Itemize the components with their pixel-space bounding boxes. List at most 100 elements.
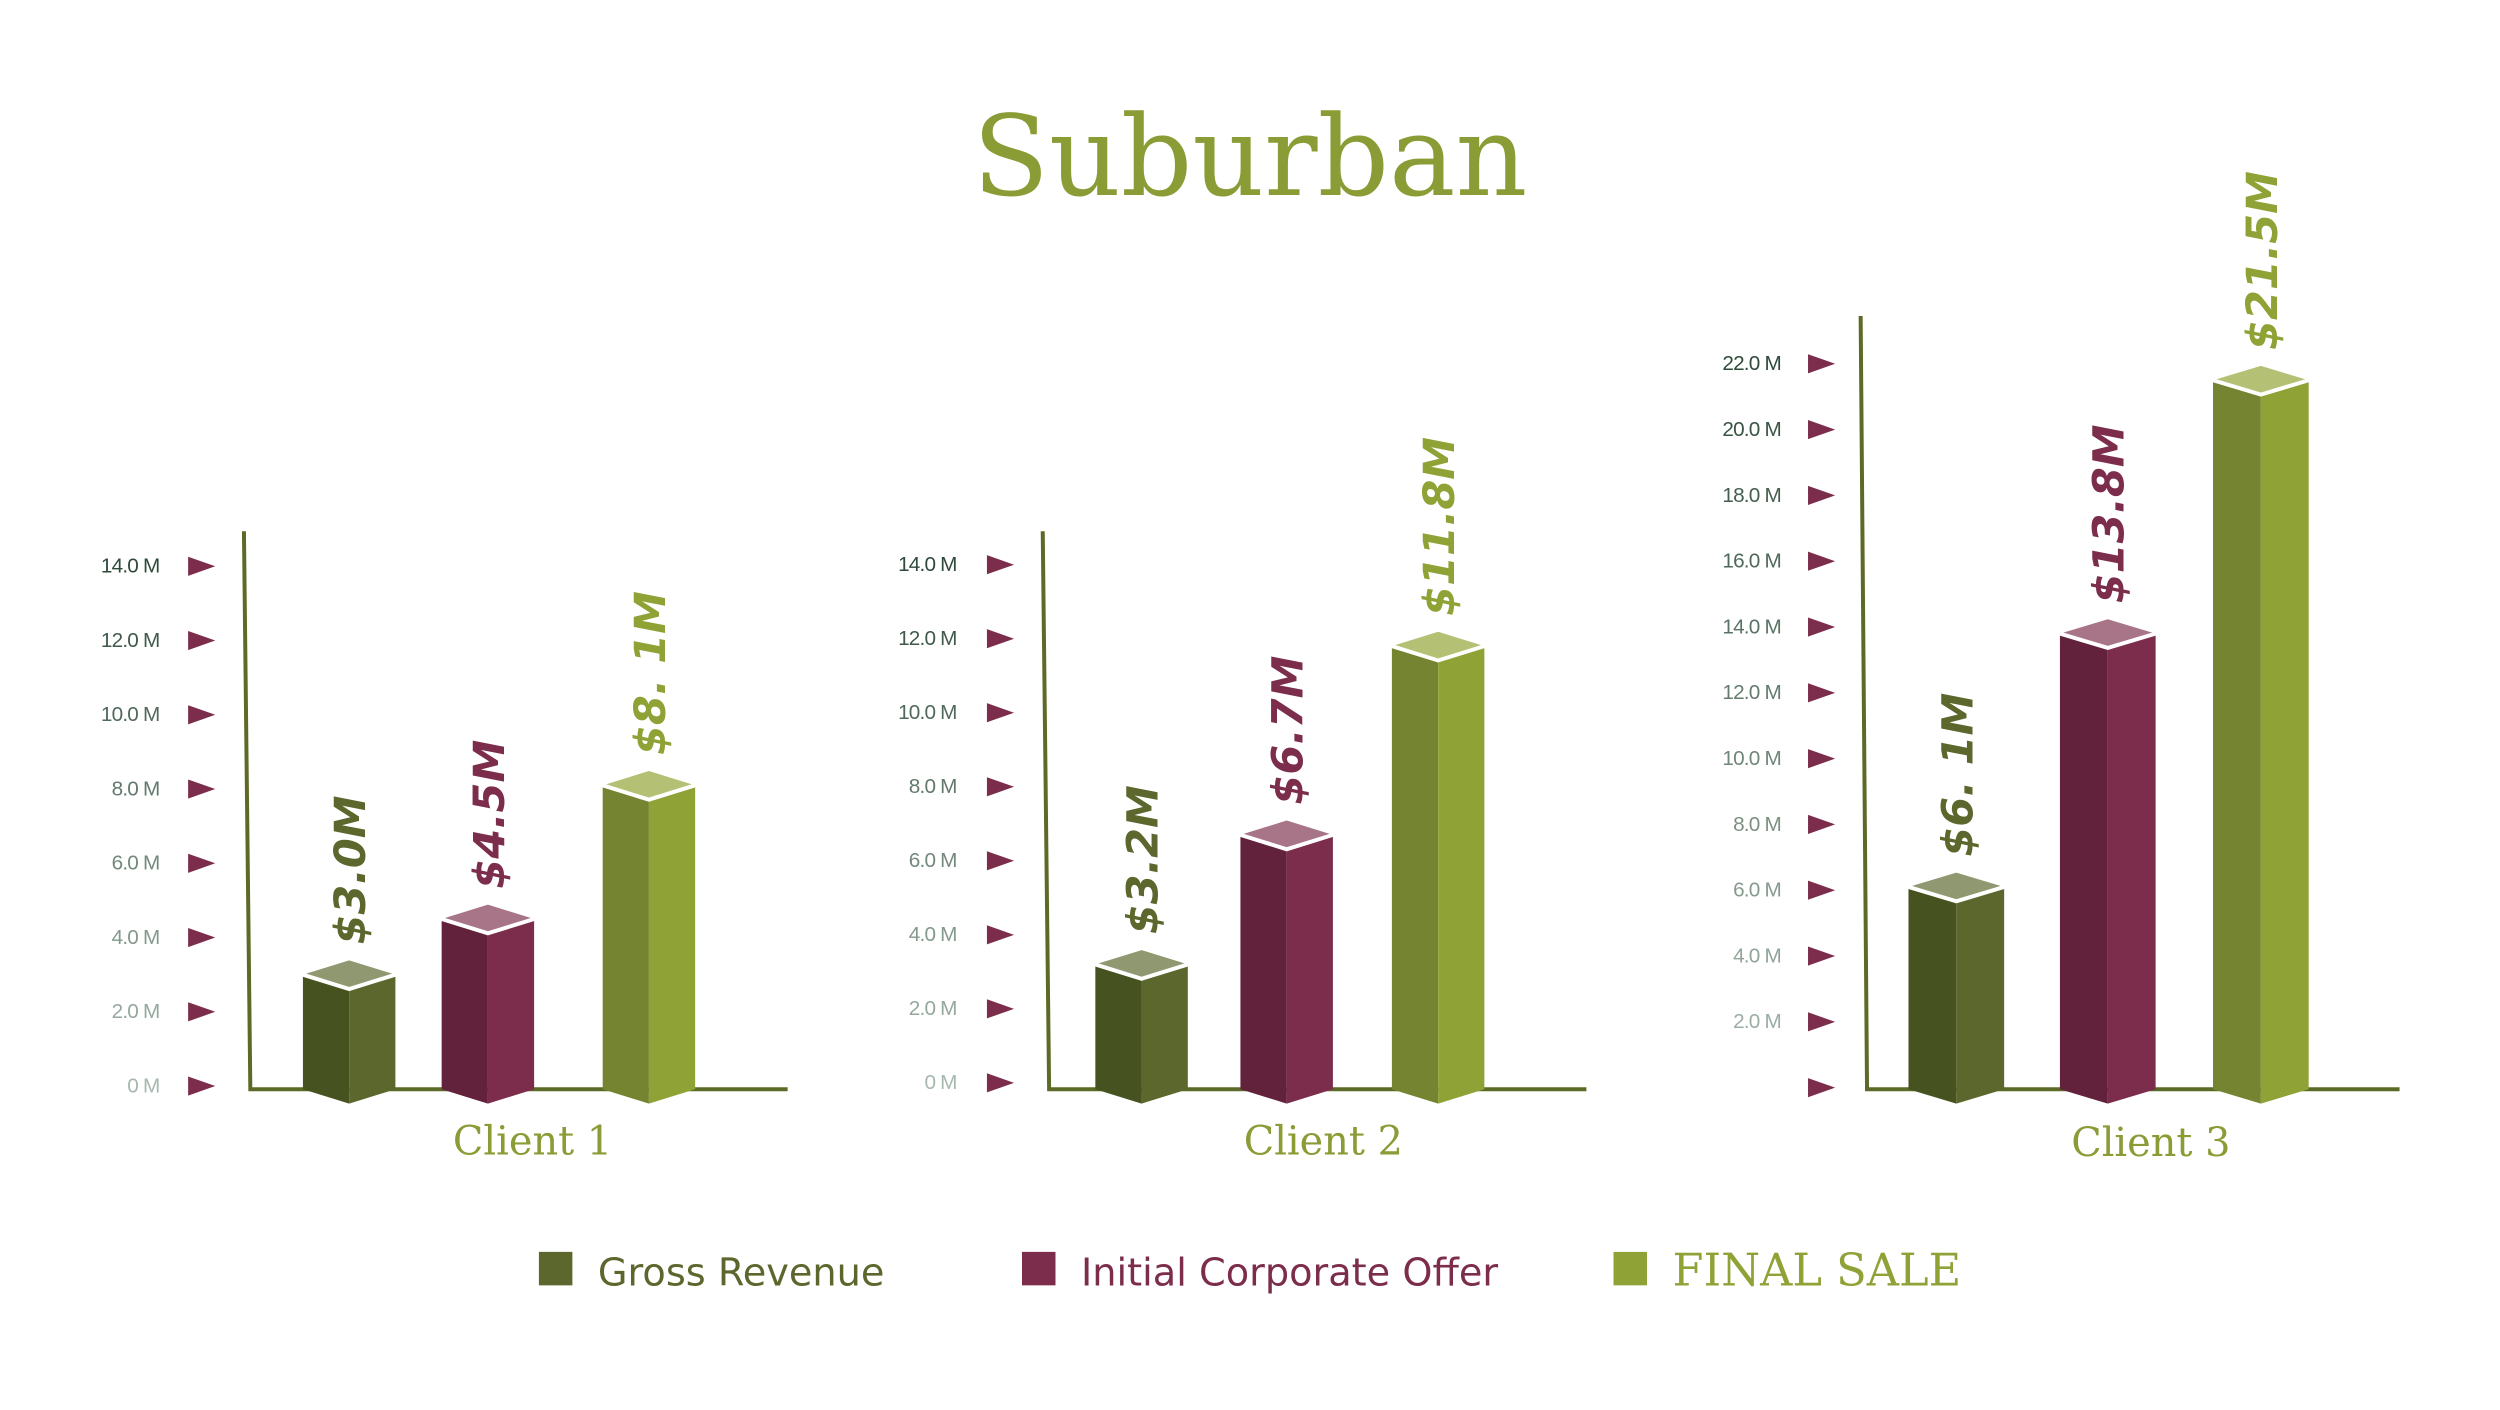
legend-item-offer: Initial Corporate Offer: [1022, 1250, 1498, 1295]
bar-value-label: $13.8M: [2085, 424, 2135, 603]
charts: 0 M 2.0 M 4.0 M 6.0 M 8.0 M 10.0 M 12.0 M 14.0 …: [101, 171, 2400, 1166]
y-tick-marker-icon: [1808, 683, 1836, 703]
chart-1: 0 M 2.0 M 4.0 M 6.0 M 8.0 M 10.0 M 12.0 M 14.0 …: [101, 531, 788, 1165]
legend-swatch: [1613, 1251, 1648, 1286]
bar-top-edge: [1907, 885, 2005, 904]
page-title: Suburban: [973, 92, 1528, 222]
y-tick-label: 10.0 M: [1722, 747, 1781, 770]
bar-final: $21.5M: [2212, 171, 2310, 1104]
bar-final: $8. 1M: [602, 591, 696, 1104]
bar-value-label: $3.2M: [1119, 785, 1169, 934]
chart-3: 2.0 M 4.0 M 6.0 M 8.0 M 10.0 M 12.0 M 14.0 M 16…: [1722, 171, 2400, 1166]
bar-top-edge: [302, 972, 396, 992]
bar-top-edge: [2212, 378, 2310, 397]
y-tick-marker-icon: [1808, 551, 1836, 571]
y-tick-marker-icon: [986, 555, 1015, 575]
y-tick-label: 22.0 M: [1722, 352, 1781, 375]
chart-2: 0 M 2.0 M 4.0 M 6.0 M 8.0 M 10.0 M 12.0 M 14.0 …: [898, 437, 1587, 1165]
bar-value-label: $8. 1M: [626, 591, 676, 755]
bar-final: $11.8M: [1391, 437, 1485, 1104]
y-tick-label: 2.0 M: [1733, 1010, 1781, 1033]
y-tick-label: 16.0 M: [1722, 550, 1781, 573]
bar-top-edge: [1094, 962, 1189, 981]
legend-label: Initial Corporate Offer: [1081, 1250, 1498, 1295]
bar-right-face: [487, 918, 535, 1104]
y-tick-label: 12.0 M: [1722, 681, 1781, 704]
bar-left-face: [602, 785, 649, 1104]
bar-gross: $6. 1M: [1907, 693, 2005, 1104]
y-tick-marker-icon: [188, 1076, 216, 1096]
y-tick-label: 10.0 M: [101, 703, 160, 726]
bar-gross: $3.2M: [1094, 785, 1189, 1104]
y-tick-label: 14.0 M: [1722, 615, 1781, 638]
y-tick-marker-icon: [188, 853, 216, 873]
y-tick-label: 4.0 M: [909, 923, 957, 946]
legend-label: Gross Revenue: [598, 1250, 885, 1295]
bar-right-face: [2260, 380, 2309, 1104]
y-tick-label: 0 M: [127, 1074, 159, 1097]
y-tick-marker-icon: [188, 1002, 216, 1022]
y-tick-marker-icon: [188, 556, 216, 576]
client-label: Client 1: [453, 1119, 612, 1165]
bar-top-edge: [441, 917, 535, 936]
bar-right-face: [1286, 834, 1333, 1104]
y-tick-label: 2.0 M: [112, 1000, 160, 1023]
y-tick-label: 20.0 M: [1722, 418, 1781, 441]
legend: Gross Revenue Initial Corporate Offer FINA…: [538, 1244, 1962, 1296]
y-tick-marker-icon: [188, 705, 216, 725]
y-tick-marker-icon: [1808, 1012, 1836, 1032]
bar-gross: $3.0M: [302, 795, 396, 1104]
bar-left-face: [1095, 964, 1142, 1104]
y-tick-marker-icon: [1808, 420, 1836, 440]
bar-top-edge: [602, 783, 696, 802]
bar-value-label: $4.5M: [465, 740, 515, 889]
y-tick-label: 0 M: [924, 1071, 956, 1094]
bar-offer: $4.5M: [441, 740, 535, 1104]
y-tick-marker-icon: [1808, 814, 1836, 835]
y-tick-label: 6.0 M: [1733, 879, 1781, 902]
bar-right-face: [1141, 964, 1188, 1104]
bar-top-edge: [1239, 832, 1334, 852]
y-tick-label: 4.0 M: [1733, 944, 1781, 967]
y-tick-marker-icon: [1808, 880, 1836, 900]
bar-top-edge: [2059, 631, 2157, 651]
y-tick-label: 8.0 M: [909, 775, 957, 798]
bar-left-face: [1391, 646, 1439, 1104]
y-tick-marker-icon: [986, 629, 1015, 649]
y-tick-label: 10.0 M: [898, 701, 957, 724]
y-tick-label: 14.0 M: [101, 555, 160, 578]
y-tick-marker-icon: [1808, 946, 1836, 966]
bar-value-label: $11.8M: [1415, 437, 1465, 616]
bar-offer: $13.8M: [2059, 424, 2157, 1104]
client-label: Client 2: [1244, 1119, 1403, 1165]
y-tick-marker-icon: [188, 927, 216, 948]
bar-left-face: [441, 918, 488, 1104]
y-tick-label: 8.0 M: [112, 777, 160, 800]
y-tick-marker-icon: [1808, 749, 1836, 769]
y-tick-marker-icon: [1808, 485, 1836, 505]
bar-offer: $6.7M: [1239, 656, 1334, 1104]
y-tick-marker-icon: [986, 703, 1015, 723]
legend-item-gross: Gross Revenue: [538, 1250, 885, 1295]
y-tick-marker-icon: [986, 777, 1015, 797]
bar-value-label: $6.7M: [1264, 656, 1314, 805]
y-tick-marker-icon: [986, 1073, 1015, 1093]
legend-swatch: [1022, 1251, 1056, 1286]
y-tick-marker-icon: [986, 925, 1015, 945]
y-tick-label: 8.0 M: [1733, 813, 1781, 836]
y-tick-label: 6.0 M: [112, 852, 160, 875]
bar-left-face: [302, 974, 350, 1104]
bar-left-face: [1908, 886, 1957, 1104]
bar-right-face: [1956, 886, 2005, 1104]
y-tick-label: 4.0 M: [112, 926, 160, 949]
y-tick-marker-icon: [1808, 617, 1836, 637]
y-tick-label: 6.0 M: [909, 849, 957, 872]
bar-left-face: [2213, 380, 2261, 1104]
y-tick-marker-icon: [1808, 354, 1836, 374]
bar-right-face: [1438, 646, 1485, 1104]
y-tick-label: 12.0 M: [101, 629, 160, 652]
y-tick-label: 14.0 M: [898, 553, 957, 576]
legend-label: FINAL SALE: [1673, 1244, 1962, 1296]
bar-value-label: $3.0M: [326, 795, 376, 944]
